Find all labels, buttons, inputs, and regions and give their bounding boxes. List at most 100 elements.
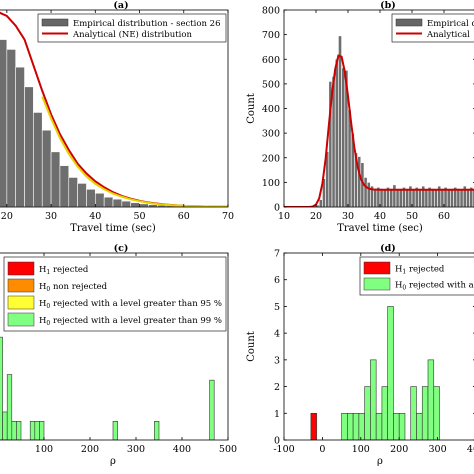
bar-b-47 [466, 188, 470, 207]
plot-area [284, 35, 474, 207]
x-axis-label: Travel time (sec) [70, 223, 156, 234]
x-tick-label: 30 [45, 211, 57, 222]
legend-label-rest: rejected [406, 265, 445, 275]
legend-label-main: H [39, 316, 46, 326]
bar-c-6 [34, 420, 40, 440]
bar-b-32 [418, 188, 422, 207]
bar-a-4 [33, 112, 43, 207]
bar-a-8 [68, 177, 78, 207]
legend-swatch [7, 312, 35, 327]
x-tick-label: 300 [429, 444, 447, 455]
bar-a-14 [121, 200, 131, 207]
legend-label-rest: rejected [50, 265, 89, 275]
legend-label-main: H [395, 281, 402, 291]
bar-d-11 [398, 412, 406, 440]
y-tick-label: 4 [274, 329, 280, 340]
bar-a-10 [86, 188, 96, 207]
bar-b-15 [363, 177, 368, 207]
legend-label: Analytical [426, 30, 470, 40]
panel-a: 20 30 40 50 60 70 Travel time (sec) (a) Empirica… [0, 0, 234, 234]
legend-label-rest: rejected with a level greater than 99 % [50, 316, 222, 326]
legend-swatch [363, 277, 391, 291]
bar-a-11 [95, 192, 105, 207]
x-tick-label: 50 [406, 211, 418, 222]
legend-label: Empirical d [427, 19, 474, 29]
y-tick-label: 500 [262, 79, 280, 90]
panel-label: (b) [380, 0, 396, 11]
x-tick-label: 20 [1, 211, 13, 222]
y-tick-label: 200 [262, 153, 280, 164]
bar-b-6 [334, 58, 339, 207]
legend-swatch [7, 295, 35, 310]
legend-label: H0 rejected with a level greater than 95… [39, 299, 222, 310]
bar-b-18 [373, 188, 378, 207]
bar-d-13 [416, 412, 423, 440]
bar-d-6 [370, 359, 377, 440]
panel-label: (c) [114, 243, 129, 254]
bar-b-36 [430, 188, 435, 207]
x-tick-label: 100 [352, 444, 370, 455]
y-tick-label: 0 [274, 203, 280, 214]
axes-frame [0, 252, 229, 441]
bar-b-37 [434, 189, 438, 207]
bar-b-28 [405, 188, 410, 207]
x-axis-label: ρ [110, 456, 116, 467]
plot-area [310, 306, 440, 440]
y-tick-label: 600 [262, 55, 280, 66]
legend-label-sub: 0 [402, 285, 406, 292]
bar-c-2 [6, 374, 13, 440]
x-tick-label: 70 [222, 211, 234, 222]
bar-a-5 [41, 129, 52, 207]
legend-swatch [7, 261, 35, 276]
x-tick-label: -100 [273, 444, 294, 455]
y-tick-label: 100 [262, 178, 280, 189]
bar-b-7 [338, 35, 342, 207]
legend-label-sub: 0 [46, 320, 50, 327]
bar-b-34 [424, 189, 429, 207]
bar-c-0 [0, 336, 3, 440]
axes-frame [0, 9, 229, 208]
bar-a-13 [112, 198, 123, 207]
bar-d-8 [381, 386, 388, 440]
bar-b-21 [382, 189, 387, 207]
bar-b-44 [456, 188, 461, 207]
legend-label-main: H [39, 299, 46, 309]
panel-label: (a) [113, 0, 128, 11]
curve-a-1 [41, 96, 228, 207]
bar-d-2 [347, 412, 354, 440]
bar-d-9 [387, 306, 394, 440]
bar-d-5 [364, 386, 371, 440]
bar-b-1 [318, 199, 323, 207]
bar-a-12 [103, 196, 114, 207]
x-tick-label: 10 [278, 211, 290, 222]
bar-a-1 [6, 49, 16, 207]
bar-d-1 [341, 412, 348, 440]
bar-c-8 [112, 420, 118, 440]
bar-b-42 [450, 188, 454, 207]
x-tick-label: 60 [438, 211, 450, 222]
bar-b-41 [446, 189, 451, 207]
x-tick-label: 400 [467, 444, 474, 455]
bar-a-9 [77, 183, 87, 207]
bar-d-16 [433, 386, 440, 440]
y-tick-label: 400 [262, 104, 280, 115]
x-tick-label: 300 [127, 444, 145, 455]
legend-label: Empirical distribution - section 26 [73, 19, 221, 29]
bar-b-8 [341, 67, 346, 207]
bar-a-3 [24, 86, 34, 207]
x-axis-label: Travel time (sec) [337, 223, 423, 234]
legend-label-main: H [39, 265, 46, 275]
x-tick-label: 60 [178, 211, 190, 222]
legend-label-rest: rejected with a [406, 281, 473, 291]
x-tick-label: 50 [133, 211, 145, 222]
y-tick-label: 800 [262, 6, 280, 17]
x-tick-label: 200 [390, 444, 408, 455]
panel-d: -100010020030040001234567ρCount(d)H1 rej… [246, 243, 474, 467]
bar-b-45 [459, 189, 464, 207]
y-axis-label: Count [246, 93, 257, 124]
bar-b-39 [440, 188, 445, 207]
legend-label-rest: rejected with a level greater than 95 % [50, 299, 222, 309]
bar-c-7 [39, 420, 45, 440]
legend-label: H1 rejected [39, 265, 89, 276]
